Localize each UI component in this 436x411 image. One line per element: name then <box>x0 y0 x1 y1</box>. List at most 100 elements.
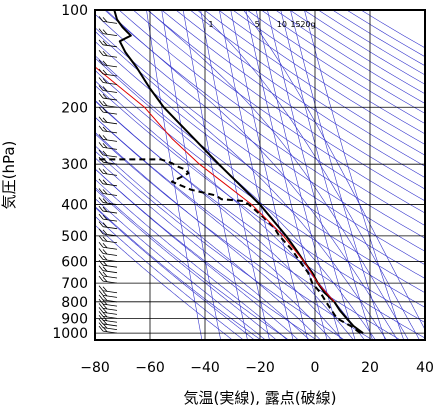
wind-barb <box>102 40 108 46</box>
wind-barb <box>102 54 118 58</box>
y-tick-label: 200 <box>61 100 88 116</box>
moist-adiabat-line <box>95 116 343 340</box>
wind-barb <box>102 304 108 310</box>
wind-barb <box>102 107 108 113</box>
wind-barb <box>102 130 118 134</box>
wind-barb <box>102 126 108 132</box>
mixing-ratio-line <box>161 10 221 340</box>
dry-adiabat-line <box>95 133 373 340</box>
wind-barb <box>98 92 104 99</box>
moist-adiabat-line <box>95 224 233 340</box>
plot-frame <box>94 9 426 341</box>
wind-barb <box>102 143 108 149</box>
x-tick-label: 20 <box>361 360 379 376</box>
wind-barb <box>102 286 108 292</box>
wind-barb <box>98 325 104 332</box>
wind-barb <box>98 59 104 66</box>
wind-barb <box>98 142 104 148</box>
wind-barb <box>102 307 118 311</box>
wind-barb <box>98 49 104 56</box>
wind-barb <box>98 39 104 46</box>
wind-barb <box>102 264 118 268</box>
wind-barbs <box>98 4 118 334</box>
moist-adiabat-line <box>95 30 387 340</box>
wind-barb <box>102 60 108 66</box>
wind-barb <box>98 28 104 34</box>
wind-barb <box>98 314 104 321</box>
wind-barb <box>98 156 104 163</box>
wind-barb <box>102 50 108 56</box>
dry-adiabat-line <box>95 69 425 308</box>
y-tick-label: 1000 <box>52 326 88 342</box>
mixing-ratio-label: 15 <box>290 20 300 29</box>
x-tick-label: −20 <box>245 360 275 376</box>
wind-barb <box>102 270 118 274</box>
moist-adiabat-line <box>95 131 332 340</box>
wind-barb <box>103 4 107 9</box>
wind-barb <box>102 276 108 282</box>
wind-barb <box>102 64 118 68</box>
dry-adiabat-line <box>147 10 425 202</box>
moist-adiabat-line <box>95 145 321 340</box>
wind-barb <box>98 77 104 83</box>
moist-adiabat-line <box>197 10 420 340</box>
wind-barb <box>102 240 118 244</box>
moist-adiabat-line <box>105 10 398 340</box>
mixing-ratio-label: 10 <box>277 20 287 29</box>
dry-adiabat-line <box>95 116 401 340</box>
dewpoint-line <box>95 158 361 335</box>
wind-barb <box>102 255 108 261</box>
wind-barb <box>102 249 108 255</box>
wind-barb <box>102 291 108 297</box>
wind-barb <box>98 275 104 282</box>
wind-barb <box>102 73 118 77</box>
wind-barb <box>102 173 118 176</box>
wind-barb <box>102 97 118 101</box>
dry-adiabat-line <box>346 10 425 58</box>
wind-barb <box>102 161 118 165</box>
wind-barb <box>98 307 104 313</box>
wind-barb <box>98 270 104 277</box>
y-tick-label: 300 <box>61 157 88 173</box>
y-tick-label: 100 <box>61 3 88 19</box>
wind-barb <box>102 93 108 99</box>
wind-barb <box>98 242 104 248</box>
wind-barb <box>102 206 108 212</box>
wind-barb <box>102 303 118 307</box>
wind-barb <box>102 69 108 75</box>
wind-barb <box>102 82 118 85</box>
wind-barb <box>102 179 108 185</box>
wind-barb <box>102 226 118 230</box>
wind-barb <box>98 125 104 132</box>
dry-adiabat-line <box>95 168 317 340</box>
wind-barb <box>98 100 104 106</box>
x-tick-label: 0 <box>311 360 320 376</box>
wind-barb <box>102 246 118 250</box>
wind-barb <box>98 254 104 260</box>
wind-barb <box>102 315 118 319</box>
wind-barb <box>98 149 104 156</box>
wind-barb <box>98 303 104 309</box>
dry-adiabat-line <box>246 10 425 124</box>
wind-barb <box>102 280 118 284</box>
x-tick-label: 40 <box>416 360 434 376</box>
wind-barb <box>102 299 108 305</box>
wind-barb <box>102 266 108 272</box>
mixing-ratio-label: 5 <box>255 20 260 29</box>
moist-adiabat-line <box>95 198 266 340</box>
wind-barb <box>102 299 118 303</box>
mixing-ratio-line <box>304 10 404 340</box>
wind-barb <box>102 78 108 84</box>
wind-barb <box>98 228 104 235</box>
dry-adiabat-line <box>189 10 425 167</box>
wind-barb <box>102 315 108 321</box>
wind-barb <box>98 68 104 75</box>
wind-barb <box>102 271 108 277</box>
wind-barb <box>102 101 108 107</box>
dry-adiabat-line <box>118 10 425 226</box>
mixing-ratio-line <box>146 10 203 340</box>
y-tick-label: 900 <box>61 311 88 327</box>
mixing-ratio-label: 1 <box>209 20 214 29</box>
mixing-ratio-line <box>267 10 356 340</box>
